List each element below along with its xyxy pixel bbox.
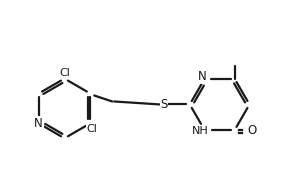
Text: Cl: Cl xyxy=(59,68,70,78)
Text: NH: NH xyxy=(192,126,209,136)
Text: O: O xyxy=(247,124,257,137)
Text: N: N xyxy=(198,70,207,83)
Text: Cl: Cl xyxy=(87,124,98,134)
Text: N: N xyxy=(34,117,43,130)
Text: S: S xyxy=(160,98,168,111)
